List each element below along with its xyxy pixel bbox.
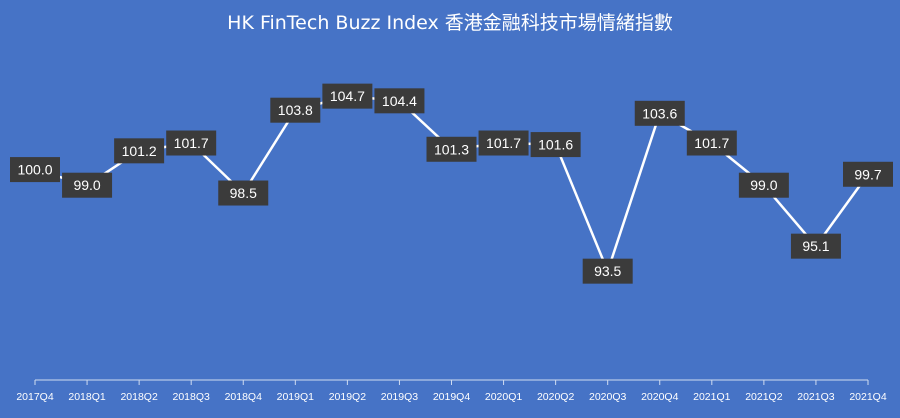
data-label: 104.4 xyxy=(382,93,417,109)
data-label-box xyxy=(426,136,477,162)
data-label-box xyxy=(582,258,633,284)
x-tick-label: 2021Q3 xyxy=(797,391,835,403)
x-tick-label: 2021Q4 xyxy=(849,391,887,403)
series-line-segment xyxy=(242,108,297,195)
x-tick-label: 2021Q1 xyxy=(693,391,731,403)
data-label: 101.7 xyxy=(694,135,729,151)
x-tick-label: 2018Q2 xyxy=(120,391,158,403)
data-label: 101.2 xyxy=(122,143,157,159)
data-label-box xyxy=(62,172,113,198)
x-tick-label: 2020Q3 xyxy=(589,391,627,403)
x-tick-label: 2018Q3 xyxy=(173,391,211,403)
x-tick-label: 2020Q1 xyxy=(485,391,523,403)
data-label: 101.7 xyxy=(174,135,209,151)
data-label: 99.0 xyxy=(750,177,777,193)
chart-title: HK FinTech Buzz Index 香港金融科技市場情緒指數 xyxy=(227,12,673,34)
x-tick-label: 2019Q2 xyxy=(329,391,367,403)
x-tick-label: 2020Q4 xyxy=(641,391,679,403)
data-label-box xyxy=(166,130,217,156)
data-label: 93.5 xyxy=(594,263,621,279)
data-label-box xyxy=(218,180,269,206)
data-label-box xyxy=(738,172,789,198)
data-label: 103.8 xyxy=(278,102,313,118)
data-label: 99.0 xyxy=(73,177,100,193)
data-label: 104.7 xyxy=(330,88,365,104)
data-label: 95.1 xyxy=(802,238,829,254)
data-label: 100.0 xyxy=(17,162,52,178)
x-tick-label: 2019Q4 xyxy=(433,391,471,403)
data-label: 101.7 xyxy=(486,135,521,151)
x-tick-label: 2018Q4 xyxy=(225,391,263,403)
x-tick-label: 2018Q1 xyxy=(68,391,106,403)
data-label-box xyxy=(322,83,373,109)
data-label-box xyxy=(10,157,60,183)
data-label: 98.5 xyxy=(230,185,257,201)
data-label-box xyxy=(270,97,321,123)
data-label: 101.6 xyxy=(538,137,573,153)
x-tick-label: 2019Q1 xyxy=(277,391,315,403)
data-label: 101.3 xyxy=(434,141,469,157)
data-label-box xyxy=(374,88,425,114)
x-tick-label: 2021Q2 xyxy=(745,391,783,403)
series-line-segment xyxy=(554,143,609,273)
data-label-box xyxy=(634,100,685,126)
data-label-box xyxy=(530,132,581,158)
data-label-box xyxy=(843,161,893,187)
data-label-box xyxy=(686,130,737,156)
data-label-box xyxy=(478,130,529,156)
data-label: 99.7 xyxy=(854,166,881,182)
x-tick-label: 2017Q4 xyxy=(16,391,54,403)
x-tick-label: 2020Q2 xyxy=(537,391,575,403)
x-tick-label: 2019Q3 xyxy=(381,391,419,403)
data-label: 103.6 xyxy=(642,105,677,121)
data-label-box xyxy=(790,233,841,259)
series-line-segment xyxy=(606,112,661,273)
data-label-box xyxy=(114,138,165,164)
